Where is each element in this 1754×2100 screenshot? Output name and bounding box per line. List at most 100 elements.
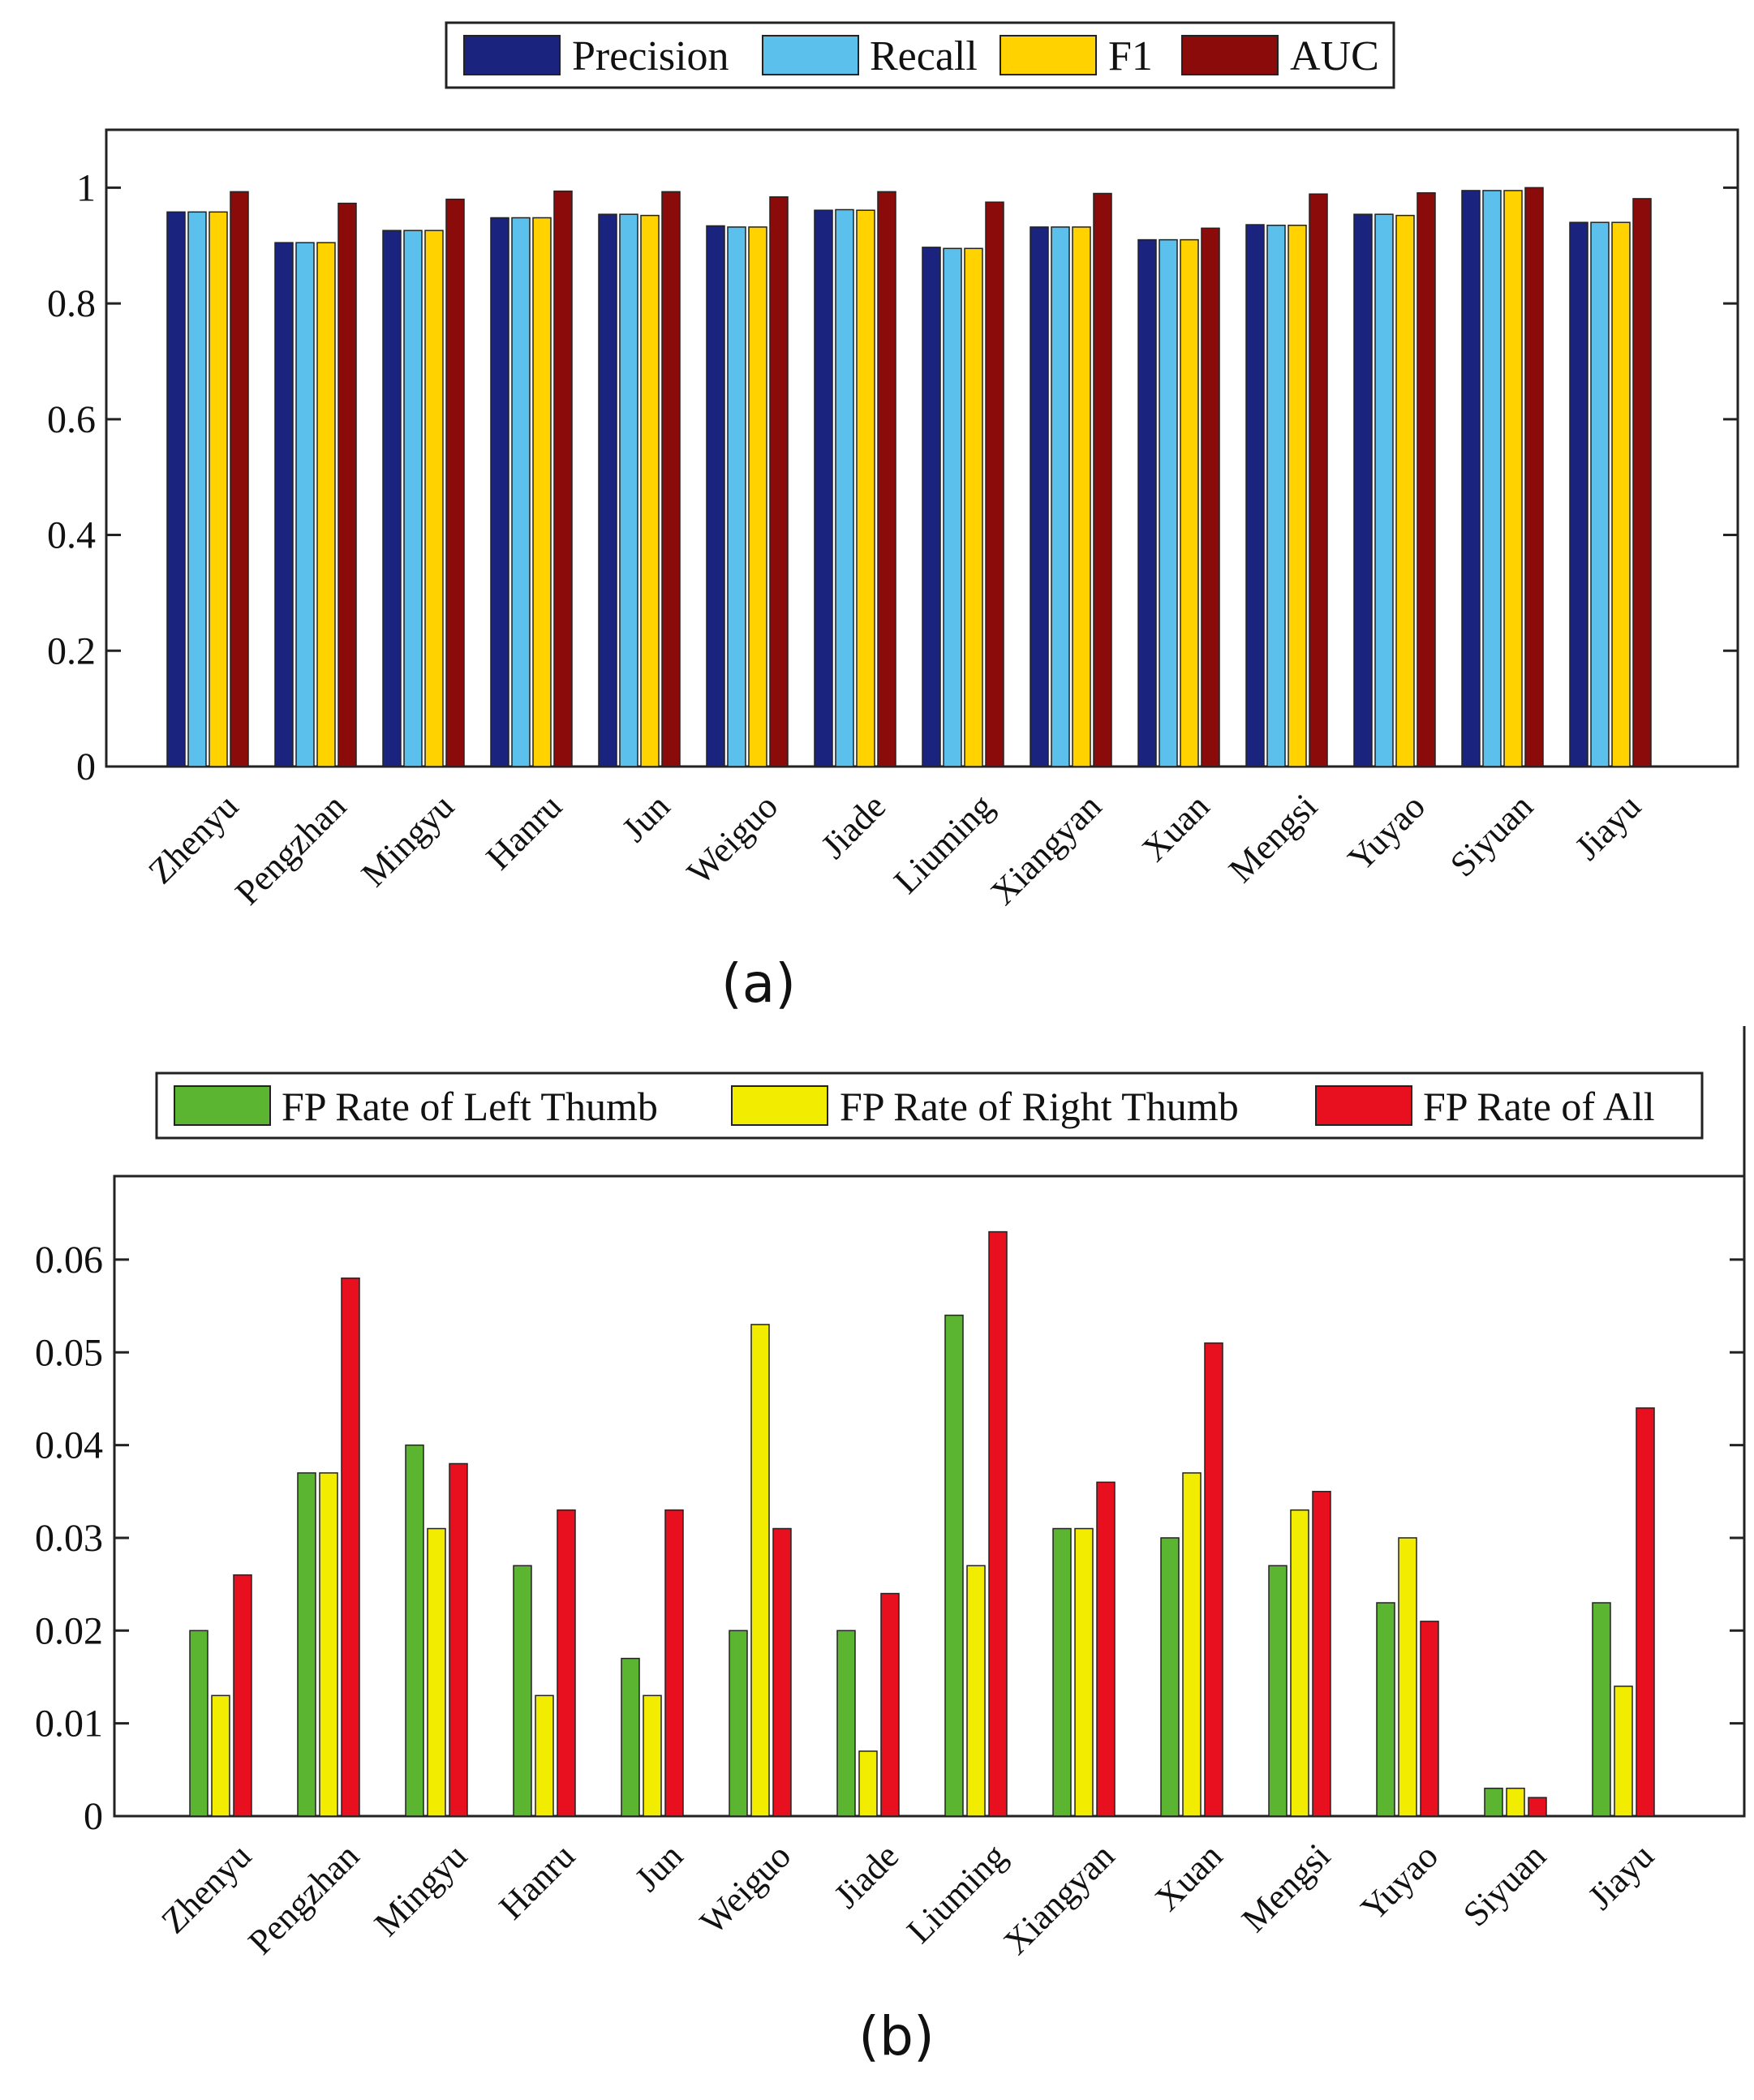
bar-fp-rate-of-all-mengsi <box>1312 1491 1331 1817</box>
y-tick-label: 0.4 <box>47 514 96 557</box>
bar-recall-xuan <box>1159 238 1178 767</box>
legend-swatch <box>762 35 859 75</box>
bar-precision-xiangyan <box>1030 226 1049 767</box>
bar-recall-yuyao <box>1374 213 1394 767</box>
bar-fp-rate-of-right-thumb-mingyu <box>427 1527 446 1817</box>
bar-auc-liuming <box>985 201 1004 767</box>
bar-fp-rate-of-right-thumb-jiayu <box>1614 1686 1633 1817</box>
y-tick-label: 0.01 <box>35 1703 103 1746</box>
bar-fp-rate-of-all-weiguo <box>772 1527 792 1817</box>
x-tick-label: Jun <box>627 1836 690 1899</box>
bar-precision-mingyu <box>382 230 402 767</box>
bar-f1-siyuan <box>1503 190 1523 767</box>
bar-precision-zhenyu <box>166 211 186 767</box>
panel-label: (a) <box>721 952 796 1015</box>
bar-fp-rate-of-right-thumb-xiangyan <box>1074 1527 1094 1817</box>
panel-label: (b) <box>858 2005 934 2068</box>
bar-f1-pengzhan <box>316 242 336 767</box>
bar-fp-rate-of-all-zhenyu <box>233 1574 252 1817</box>
x-tick-label: Hanru <box>492 1836 583 1926</box>
y-tick-label: 1 <box>76 166 96 209</box>
legend-swatch <box>1315 1085 1412 1126</box>
bar-auc-mingyu <box>445 198 465 767</box>
legend-label: FP Rate of Right Thumb <box>840 1084 1239 1129</box>
x-tick-label: Siyuan <box>1442 786 1541 884</box>
bar-auc-xuan <box>1201 227 1220 767</box>
x-tick-label: Jiade <box>813 786 893 866</box>
bar-fp-rate-of-left-thumb-hanru <box>513 1565 532 1817</box>
bar-precision-weiguo <box>706 225 725 767</box>
bar-recall-jiayu <box>1590 221 1610 767</box>
y-tick-label: 0.05 <box>35 1331 103 1374</box>
legend-swatch <box>463 35 561 75</box>
bar-precision-mengsi <box>1245 224 1265 767</box>
x-tick-label: Jun <box>614 786 677 849</box>
bar-recall-pengzhan <box>295 242 315 767</box>
bar-auc-jiade <box>877 191 896 767</box>
bar-auc-xiangyan <box>1093 192 1112 767</box>
bar-fp-rate-of-left-thumb-xuan <box>1160 1537 1180 1817</box>
bar-fp-rate-of-left-thumb-jun <box>621 1657 640 1817</box>
x-tick-label: Weiguo <box>679 786 785 892</box>
bar-fp-rate-of-right-thumb-zhenyu <box>211 1694 230 1817</box>
bar-recall-hanru <box>511 217 531 767</box>
bar-fp-rate-of-left-thumb-mingyu <box>405 1444 424 1817</box>
bar-fp-rate-of-right-thumb-pengzhan <box>319 1472 338 1817</box>
bar-f1-jiayu <box>1611 221 1631 767</box>
x-tick-label: Mingyu <box>367 1836 475 1943</box>
bar-auc-yuyao <box>1417 192 1436 767</box>
bar-auc-siyuan <box>1524 187 1544 767</box>
bar-auc-pengzhan <box>337 202 357 767</box>
bar-fp-rate-of-left-thumb-jiade <box>836 1630 856 1817</box>
y-tick-label: 0.06 <box>35 1239 103 1282</box>
bar-fp-rate-of-right-thumb-yuyao <box>1398 1537 1417 1817</box>
bar-f1-liuming <box>964 247 983 767</box>
x-tick-label: Xuan <box>1147 1836 1230 1918</box>
bar-fp-rate-of-right-thumb-jiade <box>858 1750 878 1817</box>
x-tick-label: Mengsi <box>1221 786 1325 890</box>
bar-recall-siyuan <box>1482 190 1502 767</box>
bar-fp-rate-of-all-liuming <box>988 1230 1008 1817</box>
bar-precision-jiade <box>814 209 833 767</box>
bar-auc-zhenyu <box>230 191 249 767</box>
bar-precision-pengzhan <box>274 242 294 767</box>
bar-fp-rate-of-left-thumb-yuyao <box>1376 1602 1395 1817</box>
legend-label: F1 <box>1108 33 1153 79</box>
x-tick-label: Weiguo <box>692 1836 798 1942</box>
bar-fp-rate-of-left-thumb-pengzhan <box>297 1472 316 1817</box>
bar-precision-yuyao <box>1353 213 1373 767</box>
bar-fp-rate-of-left-thumb-jiayu <box>1592 1602 1611 1817</box>
bar-precision-xuan <box>1137 238 1157 767</box>
bar-f1-mengsi <box>1288 225 1307 767</box>
y-tick-label: 0.8 <box>47 282 96 325</box>
bar-fp-rate-of-left-thumb-xiangyan <box>1052 1527 1072 1817</box>
bar-auc-jiayu <box>1632 198 1652 767</box>
bar-fp-rate-of-left-thumb-siyuan <box>1484 1787 1503 1817</box>
bar-recall-jun <box>619 213 638 767</box>
bar-f1-xuan <box>1180 238 1199 767</box>
x-tick-label: Mingyu <box>354 786 462 894</box>
x-tick-label: Zhenyu <box>140 786 246 891</box>
legend-label: Precision <box>572 33 729 79</box>
bar-f1-hanru <box>532 217 552 767</box>
bar-auc-mengsi <box>1309 193 1328 767</box>
y-tick-label: 0.6 <box>47 398 96 441</box>
bar-precision-jiayu <box>1569 221 1588 767</box>
bar-fp-rate-of-left-thumb-weiguo <box>729 1630 748 1817</box>
bar-auc-jun <box>661 191 681 767</box>
x-tick-label: Pengzhan <box>227 786 354 913</box>
bar-recall-jiade <box>835 208 854 767</box>
bar-fp-rate-of-right-thumb-liuming <box>966 1565 986 1817</box>
y-tick-label: 0.04 <box>35 1424 103 1467</box>
legend-swatch <box>1181 35 1279 75</box>
legend-swatch <box>1000 35 1097 75</box>
bar-precision-liuming <box>922 247 941 767</box>
y-tick-label: 0 <box>76 745 96 788</box>
bar-f1-xiangyan <box>1072 226 1091 767</box>
bar-recall-weiguo <box>727 226 746 767</box>
bar-recall-zhenyu <box>187 211 207 767</box>
bar-fp-rate-of-all-jun <box>664 1509 684 1817</box>
